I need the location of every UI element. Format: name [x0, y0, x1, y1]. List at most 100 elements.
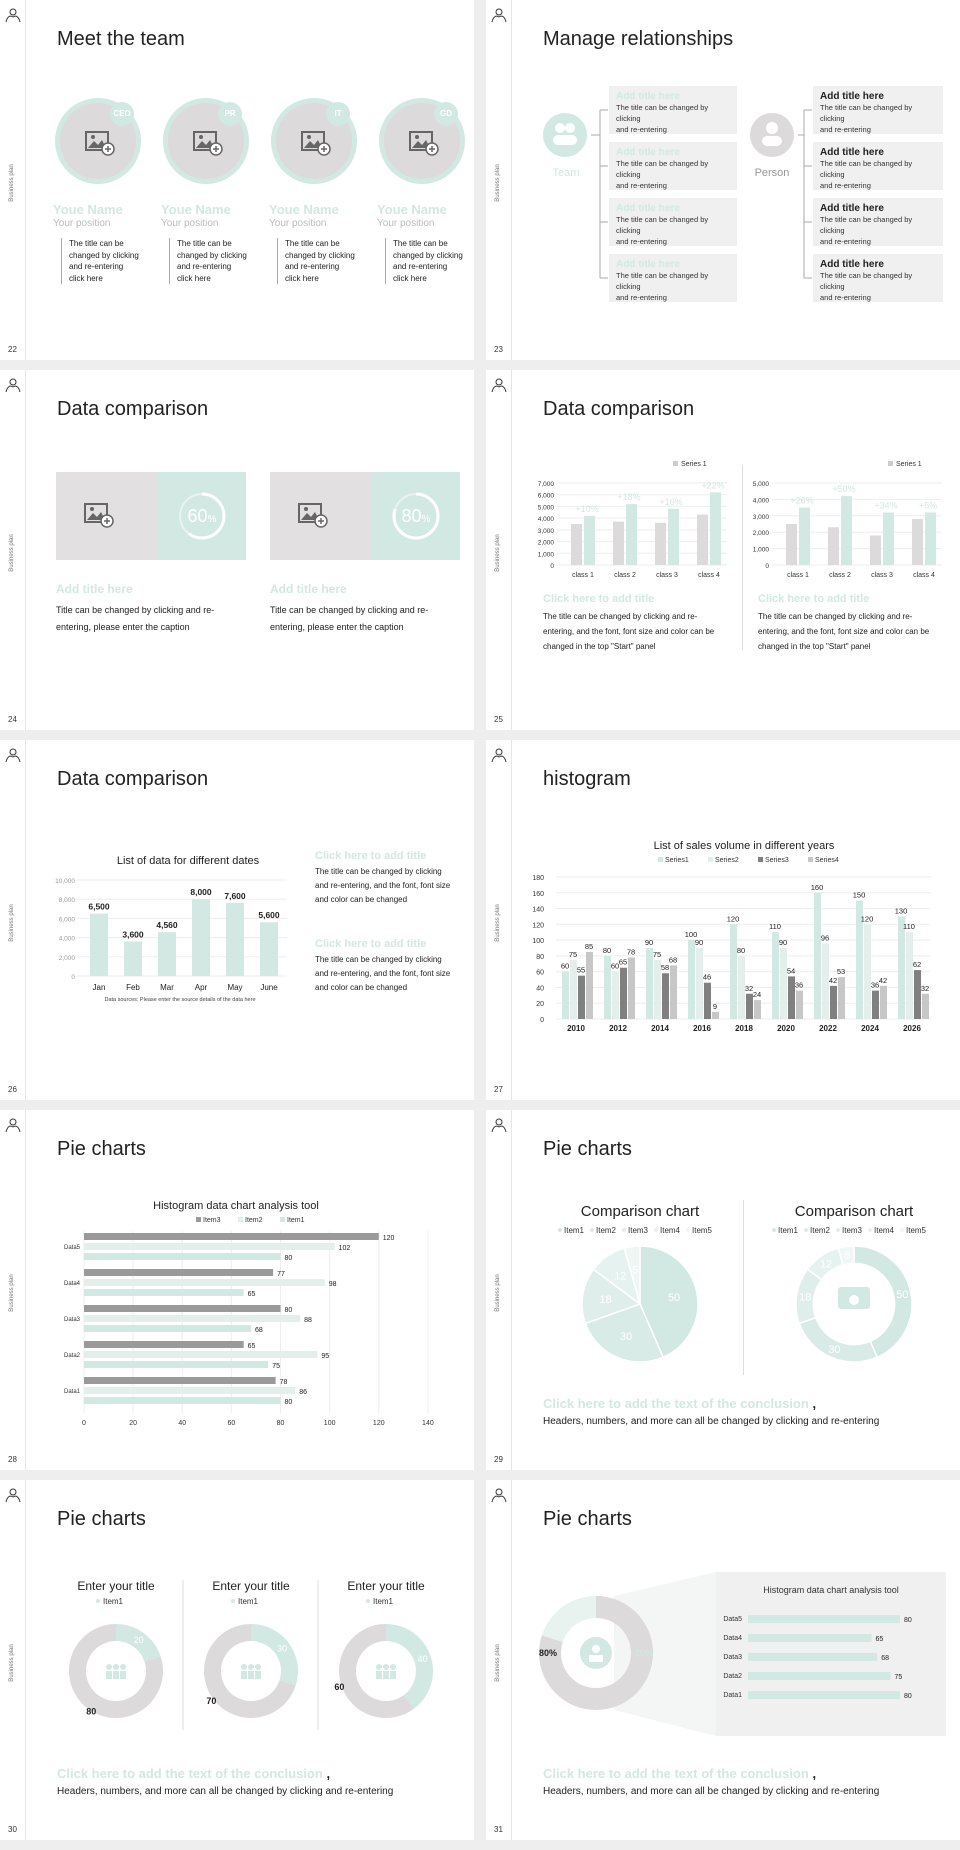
y-tick-label: Data4 [64, 1281, 81, 1287]
slide-22[interactable]: Business plan Meet the team 22 CEO Youe … [0, 0, 474, 360]
mint-value: 30 [277, 1643, 287, 1653]
y-tick-label: 8,000 [59, 897, 76, 904]
person-box[interactable]: Add title here The title can be changed b… [813, 254, 943, 302]
team-box[interactable]: Add title here The title can be changed b… [609, 254, 737, 302]
progress-ring: 60% [178, 492, 226, 540]
bar [226, 903, 244, 976]
x-tick-label: 2012 [609, 1024, 627, 1033]
data-label: 95 [321, 1353, 329, 1360]
team-box[interactable]: Add title here The title can be changed b… [609, 142, 737, 190]
data-label: 4,560 [156, 920, 178, 930]
gray-value: 80 [86, 1707, 96, 1717]
conclusion-link[interactable]: Click here to add the text of the conclu… [57, 1766, 323, 1781]
data-label: 75 [653, 950, 661, 959]
slide-title: histogram [543, 768, 631, 790]
x-tick-label: Jan [93, 983, 106, 992]
box-title: Add title here [820, 259, 884, 270]
box-desc: The title can be changed by clicking and … [820, 271, 913, 302]
page-number: 22 [8, 345, 17, 354]
box-title: Add title here [820, 147, 884, 158]
team-box[interactable]: Add title here The title can be changed b… [609, 86, 737, 134]
image-placeholder-icon [298, 503, 328, 528]
image-placeholder-icon [85, 131, 115, 156]
card-heading[interactable]: Add title here [56, 582, 133, 596]
data-label: 42 [829, 976, 837, 985]
slide-26[interactable]: Business plan Data comparison 26 List of… [0, 740, 474, 1100]
text-heading[interactable]: Click here to add title [543, 593, 655, 605]
chart-title: List of data for different dates [117, 855, 260, 867]
block-body: The title can be changed by clicking and … [315, 867, 451, 904]
y-tick-label: 2,000 [753, 530, 770, 537]
slide-23[interactable]: Business plan Manage relationships 23 Te… [486, 0, 960, 360]
data-label: 100 [685, 930, 698, 939]
x-tick-label: 2020 [777, 1024, 795, 1033]
bar [830, 985, 837, 1019]
y-tick-label: Data1 [64, 1389, 81, 1395]
conclusion-sub: Headers, numbers, and more can all be ch… [57, 1786, 394, 1797]
slice-label: 12 [614, 1270, 626, 1282]
conclusion-link[interactable]: Click here to add the text of the conclu… [543, 1766, 809, 1781]
bar [84, 1243, 335, 1250]
slide-24[interactable]: Business plan Data comparison 24 60% Add… [0, 370, 474, 730]
data-label: 75 [272, 1363, 280, 1370]
data-label: 3,600 [122, 929, 144, 939]
legend-swatch [708, 857, 713, 862]
person-box[interactable]: Add title here The title can be changed b… [813, 86, 943, 134]
slide-title: Data comparison [57, 398, 209, 420]
bar [84, 1253, 281, 1260]
block-heading[interactable]: Click here to add title [315, 850, 427, 862]
data-label: 7,600 [224, 891, 246, 901]
legend-swatch [673, 461, 678, 466]
legend-label: Item3 [628, 1226, 649, 1235]
card-text: Title can be changed by clicking and re-… [270, 605, 429, 632]
donut-slice-mint [386, 1624, 433, 1710]
slide-28[interactable]: Business plan Pie charts 28 Histogram da… [0, 1110, 474, 1470]
bar [796, 990, 803, 1019]
data-label: 80 [737, 946, 745, 955]
three-donuts: Enter your title Item1 20 80 Enter your titl… [69, 1579, 433, 1730]
slide-27[interactable]: Business plan histogram 27 List of sales… [486, 740, 960, 1100]
legend-swatch [590, 1228, 594, 1232]
team-box[interactable]: Add title here The title can be changed b… [609, 198, 737, 246]
x-tick-label: 2010 [567, 1024, 585, 1033]
bar [746, 993, 753, 1019]
chart-title: Comparison chart [581, 1203, 700, 1220]
x-tick-label: 2016 [693, 1024, 711, 1033]
page-number: 25 [494, 715, 503, 724]
mint-label: 20% [635, 1648, 653, 1658]
hands-logo-icon [5, 1488, 21, 1503]
data-label: 102 [339, 1245, 351, 1252]
yearly-histogram: List of sales volume in different years S… [532, 840, 931, 1033]
slice-label: 50 [668, 1292, 680, 1304]
card-heading[interactable]: Add title here [270, 582, 347, 596]
person-box[interactable]: Add title here The title can be changed b… [813, 142, 943, 190]
stat-card: 80% Add title here Title can be changed … [270, 472, 460, 632]
hands-logo-icon [5, 8, 21, 23]
people-icon [390, 1664, 396, 1670]
slide-31[interactable]: Business plan Pie charts 31 80% 20% Histog… [486, 1480, 960, 1840]
slide-30[interactable]: Business plan Pie charts 30 Enter your t… [0, 1480, 474, 1840]
slide-25[interactable]: Business plan Data comparison 25 Series … [486, 370, 960, 730]
legend-label: Item2 [245, 1217, 263, 1224]
slide-title: Data comparison [543, 398, 695, 420]
data-label: 150 [853, 891, 866, 900]
progress-panel [158, 472, 246, 560]
y-tick-label: 100 [532, 938, 544, 945]
y-tick-label: 80 [536, 954, 544, 961]
callout-wedge [614, 1572, 716, 1736]
conclusion-link[interactable]: Click here to add the text of the conclu… [543, 1396, 809, 1411]
y-tick-label: 3,000 [753, 514, 770, 521]
person-box[interactable]: Add title here The title can be changed b… [813, 198, 943, 246]
slide-sidebar [0, 370, 26, 730]
x-tick-label: 120 [373, 1420, 385, 1427]
slide-29[interactable]: Business plan Pie charts 29 Comparison c… [486, 1110, 960, 1470]
text-heading[interactable]: Click here to add title [758, 593, 870, 605]
bar [788, 976, 795, 1019]
bar [604, 955, 611, 1019]
people-icon [248, 1664, 254, 1670]
x-tick-label: 2024 [861, 1024, 879, 1033]
block-heading[interactable]: Click here to add title [315, 938, 427, 950]
slice-label: 18 [799, 1292, 811, 1304]
bar [814, 892, 821, 1019]
legend-swatch [558, 1228, 562, 1232]
